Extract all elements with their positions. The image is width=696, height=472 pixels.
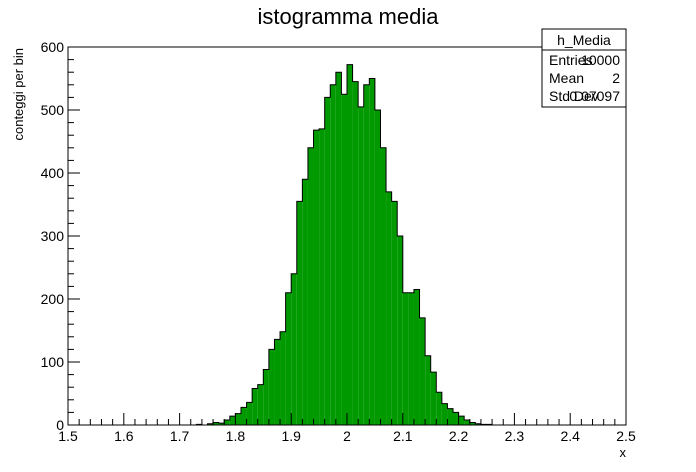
histogram-bars <box>195 64 493 426</box>
stats-label-std-dev: Std Dev <box>549 88 599 104</box>
x-tick-label: 1.6 <box>114 428 134 444</box>
x-tick-label: 2.1 <box>393 428 413 444</box>
histogram-bar <box>341 94 347 425</box>
histogram-bar <box>419 317 426 425</box>
stats-box-frame <box>541 28 627 108</box>
histogram-bar <box>330 84 336 426</box>
histogram-bar <box>347 64 353 425</box>
histogram-bar <box>441 403 448 425</box>
y-tick-label: 500 <box>41 102 65 118</box>
y-axis-title: conteggi per bin <box>11 48 26 141</box>
histogram-bar <box>436 392 442 425</box>
histogram-bar <box>274 339 281 425</box>
histogram-bar <box>291 273 297 425</box>
histogram-bar <box>374 110 381 425</box>
histogram-bar <box>313 130 320 425</box>
histogram-bar <box>447 408 454 425</box>
histogram-bar <box>263 369 269 425</box>
histogram-bar <box>268 349 275 425</box>
histogram-bar <box>397 236 403 425</box>
x-axis-title: x <box>620 445 627 460</box>
stats-label-entries: Entries <box>549 52 593 68</box>
y-tick-label: 600 <box>41 39 65 55</box>
x-tick-label: 2 <box>343 428 351 444</box>
histogram-bar <box>380 147 387 426</box>
x-tick-label: 2.2 <box>449 428 469 444</box>
histogram-bar <box>229 416 236 425</box>
histogram-bar <box>319 128 325 425</box>
y-tick-label: 300 <box>41 228 65 244</box>
histogram-bar <box>296 201 303 425</box>
x-tick-label: 1.5 <box>58 428 78 444</box>
y-tick-label: 0 <box>56 417 64 433</box>
histogram-bar <box>246 402 253 425</box>
chart-title: istogramma media <box>258 4 440 29</box>
x-tick-label: 1.8 <box>226 428 246 444</box>
histogram-bar <box>307 147 314 426</box>
histogram-bar <box>252 388 258 425</box>
histogram-bar <box>224 419 230 425</box>
histogram-bar <box>363 84 370 426</box>
histogram-bar <box>302 179 308 425</box>
histogram-bar <box>257 384 264 425</box>
histogram-bar <box>408 292 414 425</box>
histogram-bar <box>218 423 225 425</box>
histogram-bar <box>369 78 375 425</box>
histogram-bar <box>324 97 331 426</box>
histogram-bar <box>464 419 470 425</box>
y-tick-label: 400 <box>41 165 65 181</box>
y-tick-label: 100 <box>41 354 65 370</box>
axes: 1.5 1.6 1.7 1.8 1.9 2 2.1 2.2 2.3 2.4 2.5 0 100 200 30… <box>41 39 636 444</box>
histogram-bar <box>475 423 481 425</box>
histogram-bar <box>235 413 241 425</box>
histogram-bar <box>391 201 398 425</box>
stats-box-title: h_Media <box>557 32 611 48</box>
histogram-bar <box>402 292 409 425</box>
stats-value-mean: 2 <box>612 70 620 86</box>
x-tick-label: 1.7 <box>170 428 190 444</box>
histogram-outline <box>195 64 493 426</box>
histogram-bar <box>352 81 359 426</box>
histogram-bar <box>285 292 292 425</box>
stats-box: h_Media Entries 10000 Mean 2 Std Dev 0.0… <box>541 28 627 108</box>
y-tick-label: 200 <box>41 291 65 307</box>
histogram-bar <box>213 422 219 425</box>
histogram-bar <box>458 416 465 425</box>
x-tick-label: 2.3 <box>505 428 525 444</box>
x-tick-label: 2.5 <box>616 428 636 444</box>
histogram-bar <box>358 106 364 425</box>
histogram-bar <box>469 422 476 425</box>
histogram-bar <box>425 355 431 425</box>
stats-value-std-dev: 0.07097 <box>569 88 620 104</box>
x-tick-label: 1.9 <box>281 428 301 444</box>
histogram-bar <box>453 412 459 425</box>
stats-value-entries: 10000 <box>581 52 620 68</box>
histogram-bar <box>413 289 420 425</box>
histogram-bar <box>280 331 286 425</box>
histogram-bar <box>430 372 437 425</box>
histogram-bar <box>386 191 392 425</box>
histogram-bar <box>240 407 247 425</box>
histogram-bar <box>335 72 342 425</box>
histogram-bar <box>207 423 214 425</box>
stats-label-mean: Mean <box>549 70 584 86</box>
x-tick-label: 2.4 <box>560 428 580 444</box>
